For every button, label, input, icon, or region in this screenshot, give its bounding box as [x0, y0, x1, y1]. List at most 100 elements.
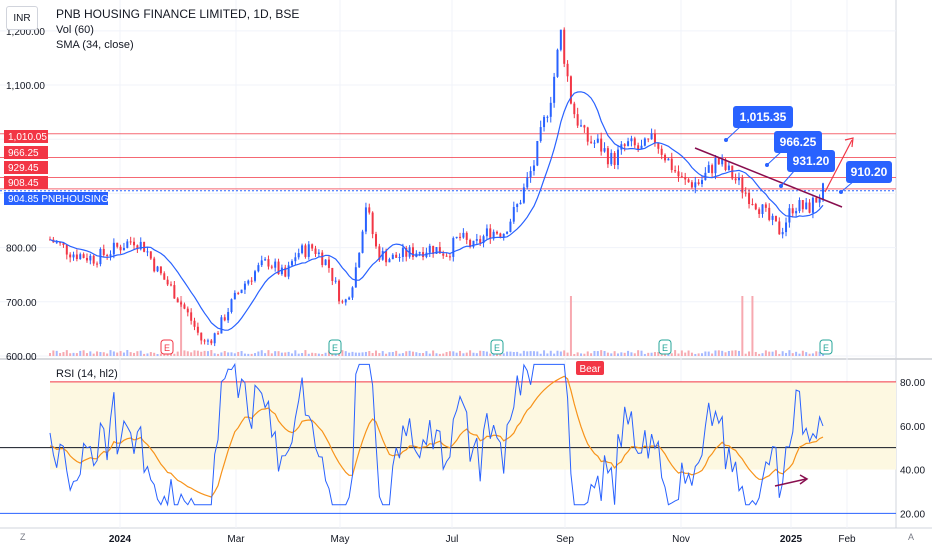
candle-body [815, 197, 818, 203]
currency-label: INR [13, 12, 31, 24]
volume-bar [411, 351, 414, 356]
rsi-pane: Bear [0, 361, 896, 514]
candle-body [240, 289, 243, 293]
volume-bar [327, 350, 330, 356]
candle-body [348, 297, 351, 300]
volume-bar [280, 352, 283, 356]
volume-bar [643, 353, 646, 356]
candle-body [193, 320, 196, 327]
candle-body [822, 183, 824, 200]
candle-body [304, 245, 307, 257]
candle-body [465, 232, 468, 240]
volume-bar [257, 351, 260, 356]
candle-body [559, 29, 562, 50]
candle-body [75, 254, 78, 260]
volume-bar [600, 350, 603, 356]
volume-bar [774, 350, 777, 356]
volume-bar [724, 352, 727, 356]
price-level-tag [4, 130, 48, 143]
candle-body [741, 177, 744, 193]
candle-body [512, 207, 515, 222]
volume-bar [442, 353, 445, 356]
candle-body [109, 254, 112, 257]
candle-body [586, 127, 589, 142]
volume-bar [270, 353, 273, 356]
candle-body [260, 260, 263, 266]
volume-bar [590, 353, 593, 356]
currency-button[interactable]: INR [6, 6, 38, 30]
volume-bar [388, 352, 391, 356]
candle-body [166, 279, 169, 285]
callout-dot [779, 184, 783, 188]
volume-bar [206, 351, 209, 356]
volume-bar [243, 353, 246, 356]
candle-body [522, 187, 525, 203]
volume-bar [553, 353, 556, 356]
volume-bar [506, 351, 509, 356]
x-tick-label: Nov [672, 534, 690, 545]
volume-bar [606, 352, 609, 356]
candle-body [536, 140, 539, 166]
volume-bar [647, 352, 650, 356]
candle-body [297, 253, 300, 258]
callout-label: 910.20 [851, 165, 888, 179]
candle-body [391, 254, 394, 260]
volume-bar [381, 351, 384, 356]
volume-bar [462, 353, 465, 356]
corner-a[interactable]: A [908, 532, 915, 542]
volume-bar [630, 352, 633, 356]
volume-bar [704, 351, 707, 356]
volume-bar [593, 350, 596, 356]
candle-body [606, 148, 609, 165]
volume-bar [701, 353, 704, 356]
candle-body [519, 202, 522, 205]
volume-bar [811, 353, 814, 356]
volume-bar [274, 351, 277, 356]
volume-bar [485, 351, 488, 356]
candle-body [721, 159, 724, 165]
candle-body [637, 145, 640, 150]
candle-body [196, 326, 199, 333]
candle-body [670, 158, 673, 171]
candle-body [210, 340, 213, 344]
candle-body [660, 148, 663, 155]
candle-body [92, 255, 95, 264]
candle-body [163, 273, 166, 280]
candle-body [516, 204, 519, 208]
volume-bar [492, 353, 495, 356]
volume-bar [761, 353, 764, 356]
sma-legend[interactable]: SMA (34, close) [56, 39, 134, 51]
candle-body [388, 259, 391, 263]
candle-body [502, 233, 505, 237]
volume-legend[interactable]: Vol (60) [56, 24, 94, 36]
candle-body [264, 259, 267, 261]
last-price-tag [4, 192, 108, 205]
candle-body [435, 247, 438, 254]
volume-bar [532, 351, 535, 356]
callout-pointer [725, 125, 742, 141]
volume-bar [425, 351, 428, 356]
sma-line [49, 91, 824, 331]
candle-body [580, 125, 583, 127]
candle-body [173, 285, 176, 299]
x-tick-label: 2025 [780, 534, 803, 545]
candle-body [106, 255, 109, 257]
candle-body [553, 76, 556, 103]
candle-body [532, 165, 535, 171]
volume-bar [438, 353, 441, 356]
candle-body [361, 231, 364, 253]
rsi-legend[interactable]: RSI (14, hl2) [56, 368, 118, 380]
volume-bar [109, 350, 112, 356]
rsi-tick-label: 20.00 [900, 509, 925, 520]
corner-z[interactable]: Z [20, 532, 26, 542]
candle-body [657, 143, 660, 149]
candle-body [479, 239, 482, 244]
candle-body [341, 301, 344, 303]
volume-bar [227, 352, 230, 356]
candle-body [401, 247, 404, 257]
x-tick-label: Feb [838, 534, 856, 545]
candle-body [727, 165, 730, 170]
volume-bar [401, 353, 404, 356]
y-tick-label: 1,100.00 [6, 81, 45, 92]
